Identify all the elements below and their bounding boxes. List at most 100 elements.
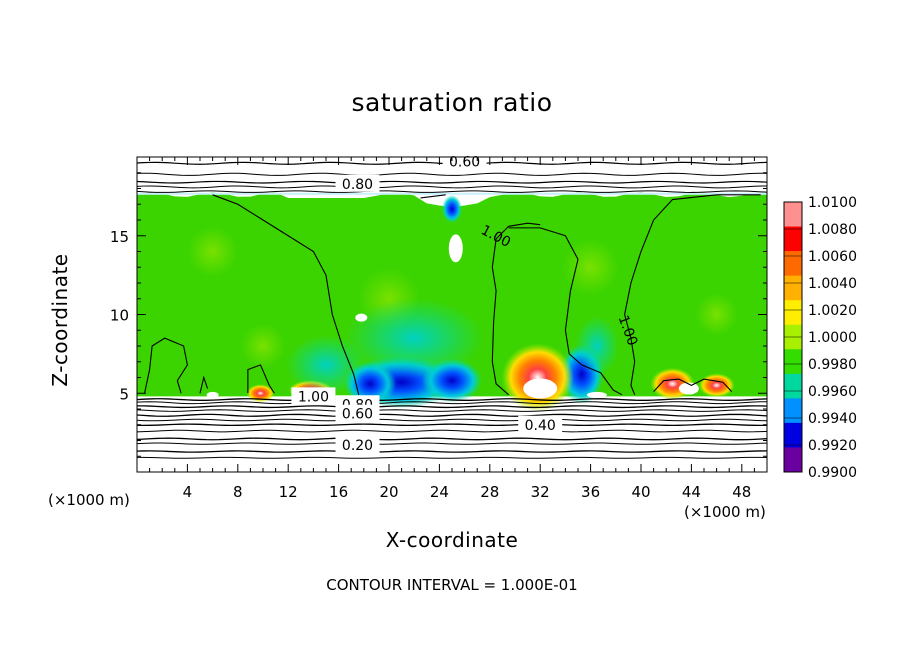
y-tick-label: 5 (119, 385, 129, 403)
contour-label-bg (335, 436, 380, 454)
field-feature-4 (501, 343, 574, 412)
contour-low-1 (137, 401, 767, 405)
x-tick-label: 12 (279, 483, 298, 501)
colorbar-label: 0.9900 (808, 465, 857, 481)
x-tick-label: 32 (531, 483, 550, 501)
off-scale-region-0 (448, 234, 463, 263)
x-tick-label: 20 (379, 483, 398, 501)
colorbar-label: 0.9940 (808, 411, 857, 427)
colorbar-label: 0.9920 (808, 438, 857, 454)
colorbar-swatch (784, 422, 802, 448)
colorbar-label: 1.0000 (808, 330, 857, 346)
off-scale-region-2 (523, 378, 558, 399)
colorbar: 1.0100 1.0080 1.0060 1.0040 1.0020 1.0000 0.99… (783, 195, 857, 481)
contour-top-3 (137, 185, 767, 189)
x-tick-label: 36 (581, 483, 600, 501)
contour-1.00-d (508, 227, 623, 396)
field-feature-12 (442, 194, 462, 223)
contour-low-4 (137, 413, 767, 417)
colorbar-label: 1.0040 (808, 276, 857, 292)
x-tick-label: 40 (631, 483, 650, 501)
contour-low-7 (137, 429, 767, 433)
contour-interval-note: CONTOUR INTERVAL = 1.000E-01 (326, 576, 578, 594)
contour-low-10 (137, 450, 767, 453)
contour-top-4 (137, 190, 767, 193)
field-texture-0 (187, 226, 238, 277)
contour-1.00-h (247, 364, 275, 394)
contour-label: 0.80 (342, 177, 373, 193)
field-feature-9 (286, 334, 366, 395)
colorbar-label: 0.9960 (808, 384, 857, 400)
contour-low-6 (137, 423, 767, 427)
colorbar-swatch (784, 373, 802, 399)
off-scale-region-3 (678, 382, 699, 395)
off-scale-region-4 (206, 391, 219, 398)
colorbar-swatch (784, 300, 802, 326)
heatmap-field (137, 192, 767, 412)
field-texture-3 (695, 293, 738, 336)
x-tick-label: 48 (732, 483, 751, 501)
field-feature-6 (698, 373, 735, 398)
colorbar-label: 0.9980 (808, 357, 857, 373)
x-tick-label: 28 (480, 483, 499, 501)
y-tick-label: 10 (110, 307, 129, 325)
contour-label: 0.40 (525, 418, 556, 434)
x-tick-label: 24 (430, 483, 449, 501)
x-unit-label-right: (×1000 m) (684, 503, 766, 521)
contour-top-2 (137, 180, 767, 184)
contour-1.00-a (212, 194, 360, 395)
colorbar-swatch (784, 349, 802, 375)
x-tick-label: 8 (233, 483, 243, 501)
x-tick-label: 44 (682, 483, 701, 501)
colorbar-swatch (784, 251, 802, 277)
contour-low-5 (137, 418, 767, 422)
contour-label-bg (518, 415, 563, 433)
colorbar-swatch (784, 398, 802, 424)
x-tick-label: 4 (183, 483, 193, 501)
contour-low-11 (137, 456, 767, 459)
x-tick-label: 16 (329, 483, 348, 501)
contour-1.00-b (420, 194, 446, 199)
colorbar-swatch (784, 275, 802, 301)
contour-label-bg (335, 404, 380, 422)
contour-1.00-f (144, 337, 188, 394)
contour-low-0 (137, 398, 767, 401)
contour-low-8 (137, 437, 767, 441)
contour-1.00-c (491, 222, 541, 396)
field-feature-10 (344, 298, 485, 379)
off-scale-region-1 (355, 313, 368, 322)
contour-low-3 (137, 409, 767, 412)
colorbar-swatch (784, 226, 802, 252)
contour-label-bg (335, 174, 380, 192)
y-tick-label: 15 (110, 228, 129, 246)
field-feature-8 (246, 384, 275, 403)
contour-low-2 (137, 405, 767, 409)
contour-low-9 (137, 442, 767, 445)
colorbar-label: 1.0080 (808, 222, 857, 238)
colorbar-swatch (784, 202, 802, 228)
colorbar-swatch (784, 447, 802, 473)
field-texture-4 (240, 323, 286, 369)
contour-label: 1.00 (298, 389, 329, 405)
chart-title: saturation ratio (351, 88, 553, 117)
x-axis-label: X-coordinate (385, 528, 519, 552)
cloud-top-edge (137, 192, 767, 195)
colorbar-label: 1.0100 (808, 195, 857, 211)
x-unit-label-left: (×1000 m) (48, 491, 130, 509)
contour-label: 0.60 (342, 407, 373, 423)
field-feature-11 (574, 316, 619, 376)
field-texture-2 (562, 239, 619, 296)
contour-label-bg (291, 387, 336, 405)
colorbar-label: 1.0060 (808, 249, 857, 265)
contour-top-1 (137, 172, 767, 176)
colorbar-label: 1.0020 (808, 303, 857, 319)
contour-labels: 0.600.801.001.001.000.800.600.400.20 (291, 152, 640, 454)
contour-1.00-i (653, 378, 733, 393)
contour-label: 0.20 (342, 438, 373, 454)
contour-1.00-g (199, 375, 209, 394)
contour-label: 0.60 (449, 155, 480, 171)
off-scale-region-5 (586, 391, 607, 398)
contour-1.00-e (624, 194, 761, 396)
